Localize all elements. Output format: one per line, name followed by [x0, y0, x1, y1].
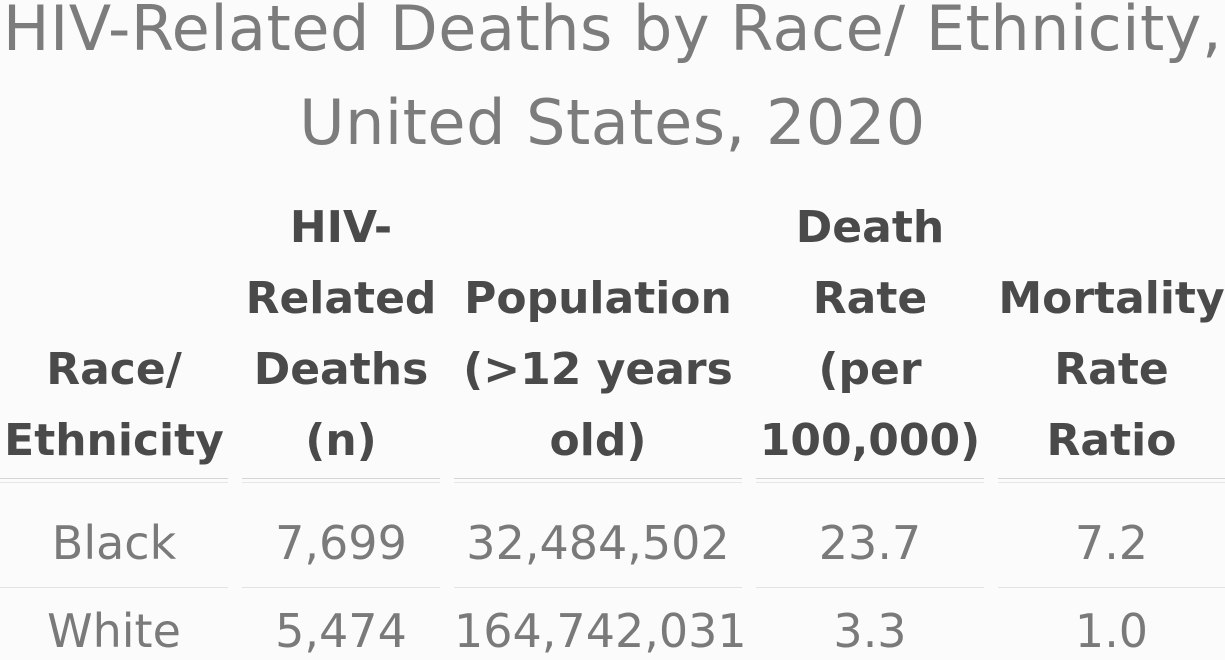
header-divider: [998, 478, 1225, 483]
cell-white-deaths: 5,474: [275, 604, 407, 658]
chart-title-line-2: United States, 2020: [299, 86, 926, 159]
header-divider: [454, 478, 742, 483]
cell-white-population: 164,742,031: [454, 604, 747, 658]
header-population: Population (>12 years old): [463, 273, 733, 466]
cell-black-race: Black: [51, 516, 177, 570]
header-race-ethnicity: Race/ Ethnicity: [4, 344, 224, 466]
header-divider: [242, 478, 440, 483]
cell-white-mortality-ratio: 1.0: [1074, 604, 1149, 658]
chart-title-line-1: HIV-Related Deaths by Race/ Ethnicity,: [2, 0, 1223, 65]
row-divider: [998, 587, 1225, 588]
row-divider: [242, 587, 440, 588]
cell-white-race: White: [47, 604, 181, 658]
row-divider: [756, 587, 984, 588]
cell-black-mortality-ratio: 7.2: [1074, 516, 1149, 570]
header-divider: [0, 478, 228, 483]
row-divider: [454, 587, 742, 588]
cell-white-death-rate: 3.3: [833, 604, 907, 658]
cell-black-deaths: 7,699: [275, 516, 407, 570]
header-deaths: HIV- Related Deaths (n): [245, 202, 437, 466]
header-divider: [756, 478, 984, 483]
header-death-rate: Death Rate (per 100,000): [759, 202, 981, 466]
cell-black-death-rate: 23.7: [818, 516, 922, 570]
header-mortality-rate-ratio: Mortality Rate Ratio: [998, 273, 1225, 466]
cell-black-population: 32,484,502: [466, 516, 730, 570]
row-divider: [0, 587, 228, 588]
